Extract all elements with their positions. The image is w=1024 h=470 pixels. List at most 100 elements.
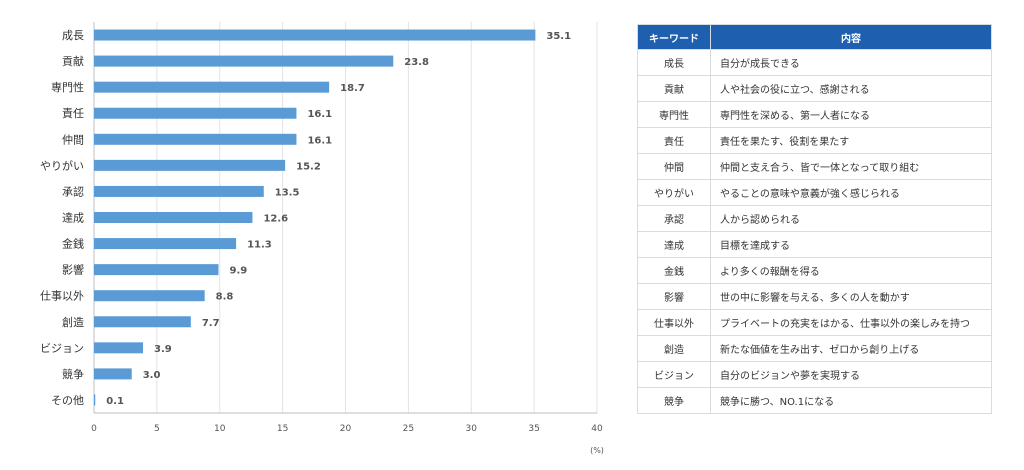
keyword-cell: 仕事以外 [637,309,711,336]
keyword-cell: 影響 [637,283,711,310]
keyword-cell: ビジョン [637,361,711,388]
x-tick-label: 30 [466,424,478,434]
table-row: 承認 人から認められる [637,205,992,232]
category-label: 創造 [62,315,84,329]
table-row: 仕事以外 プライベートの充実をはかる、仕事以外の楽しみを持つ [637,309,992,336]
value-label: 3.9 [154,344,172,355]
keyword-cell: 金銭 [637,257,711,284]
category-label: 承認 [62,184,84,198]
value-label: 3.0 [143,370,161,381]
keyword-cell: 専門性 [637,101,711,128]
x-tick-label: 35 [528,424,539,434]
category-label: 競争 [62,367,84,381]
content-cell: 人から認められる [710,205,992,232]
header-content: 内容 [710,24,992,50]
content-cell: プライベートの充実をはかる、仕事以外の楽しみを持つ [710,309,992,336]
table-row: 金銭 より多くの報酬を得る [637,257,992,284]
table-header-row: キーワード 内容 [637,24,992,50]
content-cell: 専門性を深める、第一人者になる [710,101,992,128]
content-cell: 目標を達成する [710,231,992,258]
value-label: 8.8 [216,292,234,303]
value-label: 0.1 [106,396,124,407]
category-label: その他 [51,394,84,407]
content-cell: 人や社会の役に立つ、感謝される [710,75,992,102]
category-label: 貢献 [62,54,84,68]
category-label: 仲間 [62,132,84,146]
keyword-cell: 成長 [637,49,711,76]
bar [94,185,264,197]
bar [94,133,297,145]
table-row: 競争 競争に勝つ、NO.1になる [637,387,992,414]
content-cell: 新たな価値を生み出す、ゼロから創り上げる [710,335,992,362]
bar [94,107,297,119]
value-label: 7.7 [202,318,220,329]
bar [94,212,253,223]
bar [94,264,219,276]
bar [94,342,144,354]
bar-chart: 0 5 10 15 20 25 30 35 40 成長 35.1 貢献 23.8 専門性 18.7 責任 16.… [40,22,604,455]
value-label: 16.1 [307,109,332,120]
keyword-table: キーワード 内容 成長 自分が成長できる 貢献 人や社会の役に立つ、感謝される 専門性専… [637,24,992,414]
value-label: 11.3 [247,240,272,251]
value-label: 23.8 [404,57,429,68]
keyword-cell: 達成 [637,231,711,258]
content-cell: 自分が成長できる [710,49,992,76]
keyword-cell: 承認 [637,205,711,232]
value-label: 9.9 [229,266,247,277]
value-label: 12.6 [263,214,288,225]
keyword-cell: 貢献 [637,75,711,102]
keyword-cell: 創造 [637,335,711,362]
x-tick-label: 25 [403,424,414,434]
keyword-cell: 仲間 [637,153,711,180]
value-label: 13.5 [275,187,300,198]
content-cell: 責任を果たす、役割を果たす [710,127,992,154]
bar [94,238,237,250]
table-row: やりがい やることの意味や意義が強く感じられる [637,179,992,206]
x-tick-label: 40 [591,424,603,434]
value-label: 35.1 [546,31,571,42]
bar [94,394,96,406]
x-tick-label: 5 [154,424,160,434]
table-row: 責任 責任を果たす、役割を果たす [637,127,992,154]
table-row: 成長 自分が成長できる [637,49,992,76]
bar [94,81,330,93]
category-label: 専門性 [51,80,84,94]
keyword-cell: やりがい [637,179,711,206]
category-label: ビジョン [40,342,84,355]
x-axis-unit: (%) [590,446,604,455]
table-row: 専門性 専門性を深める、第一人者になる [637,101,992,128]
bar [94,316,191,328]
table-row: 創造 新たな価値を生み出す、ゼロから創り上げる [637,335,992,362]
category-label: 仕事以外 [40,290,84,303]
category-label: やりがい [40,158,84,172]
bar [94,290,205,302]
value-label: 15.2 [296,161,321,172]
bar [94,55,394,67]
header-keyword: キーワード [637,24,711,50]
keyword-cell: 競争 [637,387,711,414]
table-row: 貢献 人や社会の役に立つ、感謝される [637,75,992,102]
content-cell: 仲間と支え合う、皆で一体となって取り組む [710,153,992,180]
table-row: 仲間 仲間と支え合う、皆で一体となって取り組む [637,153,992,180]
value-label: 16.1 [307,135,332,146]
bar [94,29,536,41]
category-label: 成長 [62,29,84,42]
x-tick-label: 20 [340,424,352,434]
x-tick-label: 15 [277,424,288,434]
table-row: ビジョン 自分のビジョンや夢を実現する [637,361,992,388]
content-cell: やることの意味や意義が強く感じられる [710,179,992,206]
category-label: 責任 [62,106,84,120]
x-tick-label: 10 [214,424,226,434]
content-cell: 競争に勝つ、NO.1になる [710,387,992,414]
content-cell: 世の中に影響を与える、多くの人を動かす [710,283,992,310]
x-tick-label: 0 [91,424,97,434]
category-label: 達成 [62,212,84,225]
category-label: 金銭 [62,237,84,251]
value-label: 18.7 [340,83,365,94]
content-cell: 自分のビジョンや夢を実現する [710,361,992,388]
table-row: 影響 世の中に影響を与える、多くの人を動かす [637,283,992,310]
bar [94,159,286,171]
table-row: 達成 目標を達成する [637,231,992,258]
content-cell: より多くの報酬を得る [710,257,992,284]
category-label: 影響 [62,263,84,277]
